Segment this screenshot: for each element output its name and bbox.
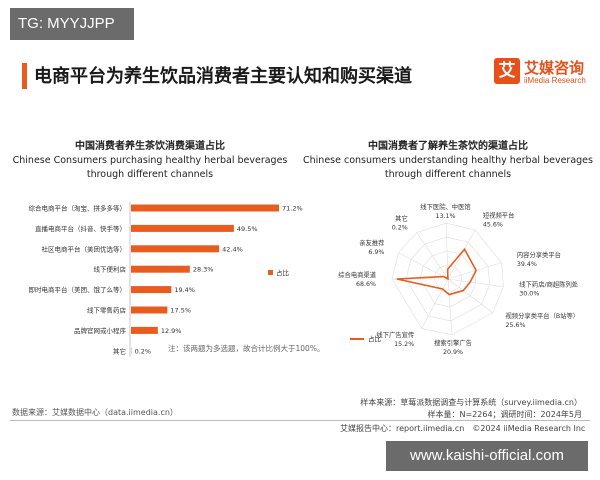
bar: [131, 204, 279, 212]
bar-value-label: 17.5%: [170, 307, 191, 315]
iimedia-logo-mark: 艾: [494, 58, 520, 84]
bar-legend-label: 占比: [276, 268, 290, 277]
bar-value-label: 19.4%: [174, 286, 195, 294]
bar-category-label: 品牌官网或小程序: [74, 326, 127, 335]
title-accent-bar: [22, 63, 27, 89]
bar: [131, 224, 234, 232]
bar: [131, 326, 158, 334]
report-center-footer: 艾媒报告中心：report.iimedia.cn ©2024 iiMedia R…: [340, 424, 586, 433]
bar-category-label: 线下便利店: [94, 265, 127, 274]
bar-chart-title: 中国消费者养生茶饮消费渠道占比 Chinese Consumers purcha…: [0, 140, 300, 182]
logo-cn-text: 艾媒咨询: [524, 59, 585, 77]
tg-badge: TG: MYYJJPP: [10, 8, 134, 40]
bar-value-label: 12.9%: [161, 327, 182, 335]
radar-chart-title-cn: 中国消费者了解养生茶饮的渠道占比: [368, 141, 528, 152]
bar-category-label: 即时电商平台（美团、饿了么等）: [29, 285, 127, 294]
bar-category-label: 综合电商平台（淘宝、拼多多等）: [29, 204, 127, 213]
bar-chart-subtitle: Chinese Consumers purchasing healthy her…: [12, 155, 288, 180]
bar-value-label: 71.2%: [282, 205, 303, 213]
radar-chart-subtitle: Chinese consumers understanding healthy …: [303, 155, 593, 180]
bar-value-label: 28.3%: [193, 266, 214, 274]
footer-divider: [10, 420, 590, 421]
bar-category-label: 直播电商平台（抖音、快手等）: [35, 224, 126, 233]
bar-category-label: 其它: [113, 346, 126, 355]
bar: [131, 265, 190, 273]
sample-source: 样本来源：草莓派数据调查与计算系统（survey.iimedia.cn）: [360, 398, 582, 407]
bar: [131, 347, 132, 355]
bar-category-label: 线下零售药店: [87, 306, 127, 315]
data-source-left: 数据来源：艾媒数据中心（data.iimedia.cn）: [12, 408, 178, 417]
bar-chart-note: 注：该两题为多选题，故合计比例大于100%。: [168, 344, 325, 353]
bar-value-label: 0.2%: [135, 347, 152, 355]
bar-value-label: 49.5%: [237, 225, 258, 233]
bar: [131, 245, 220, 253]
bar: [131, 286, 172, 294]
logo-en-text: iiMedia Research: [524, 76, 586, 85]
radar-chart-title: 中国消费者了解养生茶饮的渠道占比 Chinese consumers under…: [296, 140, 600, 182]
page-title: 电商平台为养生饮品消费者主要认知和购买渠道: [34, 66, 412, 87]
bar: [131, 306, 168, 314]
sample-size: 样本量：N=2264；调研时间：2024年5月: [427, 410, 583, 419]
bar-category-label: 社区电商平台（美团优选等）: [42, 244, 127, 253]
watermark-badge: www.kaishi-official.com: [386, 441, 588, 471]
bar-legend-swatch: [268, 270, 273, 275]
bar-value-label: 42.4%: [222, 245, 243, 253]
bar-chart-title-cn: 中国消费者养生茶饮消费渠道占比: [75, 141, 225, 152]
